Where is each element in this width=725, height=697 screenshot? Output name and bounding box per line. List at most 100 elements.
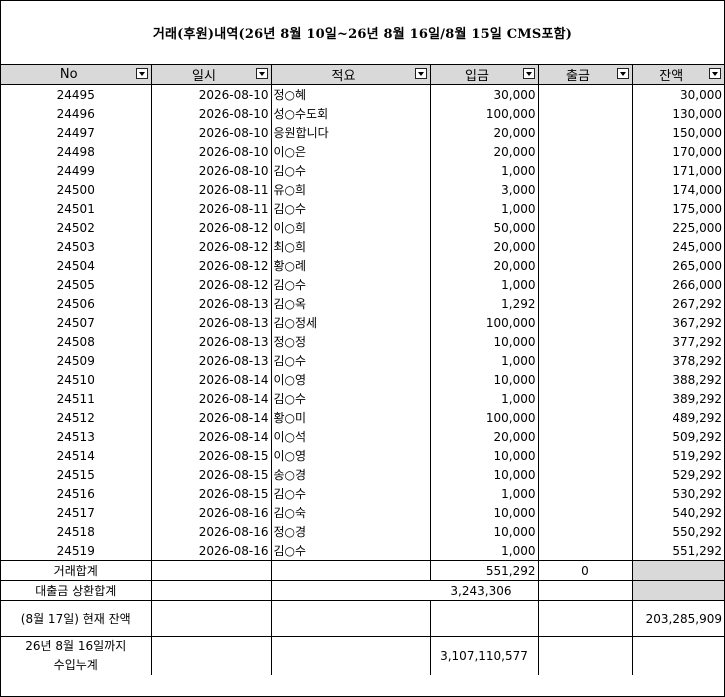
row-memo: 유○희: [271, 180, 431, 199]
row-withdrawal: [538, 522, 633, 541]
row-withdrawal: [538, 218, 633, 237]
header-balance: 잔액: [632, 65, 724, 85]
balance-label: (8월 17일) 현재 잔액: [1, 600, 152, 637]
row-deposit: 10,000: [430, 370, 539, 389]
row-withdrawal: [538, 446, 633, 465]
row-no: 24518: [1, 522, 152, 541]
total-balance-empty: [632, 560, 724, 581]
row-balance: 175,000: [672, 201, 722, 216]
empty-cell: [151, 636, 272, 675]
row-no: 24519: [1, 541, 152, 561]
row-withdrawal: [538, 237, 633, 256]
table-row: 24504 2026-08-12 황○례 20,000 265,000: [1, 256, 724, 275]
row-withdrawal: [538, 484, 633, 503]
income-label-line2: 수입누계: [53, 658, 98, 672]
row-no: 24504: [1, 256, 152, 275]
header-deposit: 입금: [430, 65, 539, 85]
empty-cell: [430, 600, 539, 637]
row-date: 2026-08-16: [151, 503, 272, 522]
row-balance: 174,000: [672, 182, 722, 197]
row-withdrawal: [538, 427, 633, 446]
row-balance: 530,292: [672, 486, 722, 501]
income-value: 3,107,110,577: [430, 636, 539, 675]
row-withdrawal: [538, 465, 633, 484]
row-memo: 성○수도회: [271, 104, 431, 123]
table-row: 24508 2026-08-13 정○정 10,000 377,292: [1, 332, 724, 351]
row-date: 2026-08-14: [151, 408, 272, 427]
current-balance-row: (8월 17일) 현재 잔액 203,285,909: [1, 600, 724, 637]
row-withdrawal: [538, 104, 633, 123]
filter-dropdown-icon[interactable]: [616, 68, 629, 79]
empty-cell: [151, 600, 272, 637]
row-withdrawal: [538, 389, 633, 408]
row-memo: 이○석: [271, 427, 431, 446]
row-withdrawal: [538, 84, 633, 104]
filter-dropdown-icon[interactable]: [414, 68, 427, 79]
row-no: 24500: [1, 180, 152, 199]
row-date: 2026-08-13: [151, 313, 272, 332]
row-no: 24506: [1, 294, 152, 313]
row-memo: 김○수: [271, 161, 431, 180]
row-deposit: 50,000: [430, 218, 539, 237]
header-memo-label: 적요: [331, 69, 356, 84]
row-balance: 489,292: [672, 410, 722, 425]
row-date: 2026-08-14: [151, 370, 272, 389]
row-date: 2026-08-13: [151, 351, 272, 370]
empty-cell: [271, 600, 431, 637]
row-balance: 170,000: [672, 144, 722, 159]
row-no: 24513: [1, 427, 152, 446]
row-balance: 377,292: [672, 334, 722, 349]
empty-cell: [538, 600, 633, 637]
row-deposit: 20,000: [430, 123, 539, 142]
row-balance: 389,292: [672, 391, 722, 406]
table-row: 24512 2026-08-14 황○미 100,000 489,292: [1, 408, 724, 427]
table-row: 24507 2026-08-13 김○정세 100,000 367,292: [1, 313, 724, 332]
table-row: 24495 2026-08-10 정○혜 30,000 30,000: [1, 84, 724, 104]
row-date: 2026-08-15: [151, 446, 272, 465]
filter-dropdown-icon[interactable]: [522, 68, 535, 79]
row-balance: 150,000: [672, 125, 722, 140]
row-withdrawal: [538, 503, 633, 522]
row-no: 24501: [1, 199, 152, 218]
filter-dropdown-icon[interactable]: [135, 68, 148, 79]
header-deposit-label: 입금: [465, 69, 489, 84]
row-deposit: 100,000: [430, 408, 539, 427]
header-withdrawal: 출금: [538, 65, 633, 85]
report-title: 거래(후원)내역(26년 8월 10일~26년 8월 16일/8월 15일 CM…: [1, 1, 724, 65]
row-withdrawal: [538, 199, 633, 218]
filter-dropdown-icon[interactable]: [709, 68, 721, 79]
empty-cell: [632, 636, 724, 675]
row-withdrawal: [538, 123, 633, 142]
row-balance: 551,292: [672, 543, 722, 558]
table-row: 24517 2026-08-16 김○숙 10,000 540,292: [1, 503, 724, 522]
row-balance: 266,000: [672, 277, 722, 292]
row-withdrawal: [538, 332, 633, 351]
row-memo: 이○영: [271, 370, 431, 389]
income-label: 26년 8월 16일까지 수입누계: [1, 636, 152, 675]
row-balance: 267,292: [672, 296, 722, 311]
row-date: 2026-08-10: [151, 84, 272, 104]
row-date: 2026-08-16: [151, 541, 272, 561]
row-memo: 이○희: [271, 218, 431, 237]
row-deposit: 1,000: [430, 161, 539, 180]
row-deposit: 10,000: [430, 503, 539, 522]
row-memo: 김○수: [271, 541, 431, 561]
row-withdrawal: [538, 408, 633, 427]
row-balance: 130,000: [672, 106, 722, 121]
table-row: 24496 2026-08-10 성○수도회 100,000 130,000: [1, 104, 724, 123]
row-withdrawal: [538, 313, 633, 332]
total-withdrawal: 0: [538, 560, 633, 581]
row-deposit: 20,000: [430, 427, 539, 446]
filter-dropdown-icon[interactable]: [255, 68, 268, 79]
row-memo: 이○영: [271, 446, 431, 465]
row-deposit: 100,000: [430, 313, 539, 332]
row-memo: 정○정: [271, 332, 431, 351]
row-memo: 김○정세: [271, 313, 431, 332]
row-balance: 30,000: [680, 87, 722, 102]
header-memo: 적요: [271, 65, 431, 85]
row-memo: 김○옥: [271, 294, 431, 313]
row-balance: 519,292: [672, 448, 722, 463]
table-row: 24505 2026-08-12 김○수 1,000 266,000: [1, 275, 724, 294]
row-memo: 황○미: [271, 408, 431, 427]
